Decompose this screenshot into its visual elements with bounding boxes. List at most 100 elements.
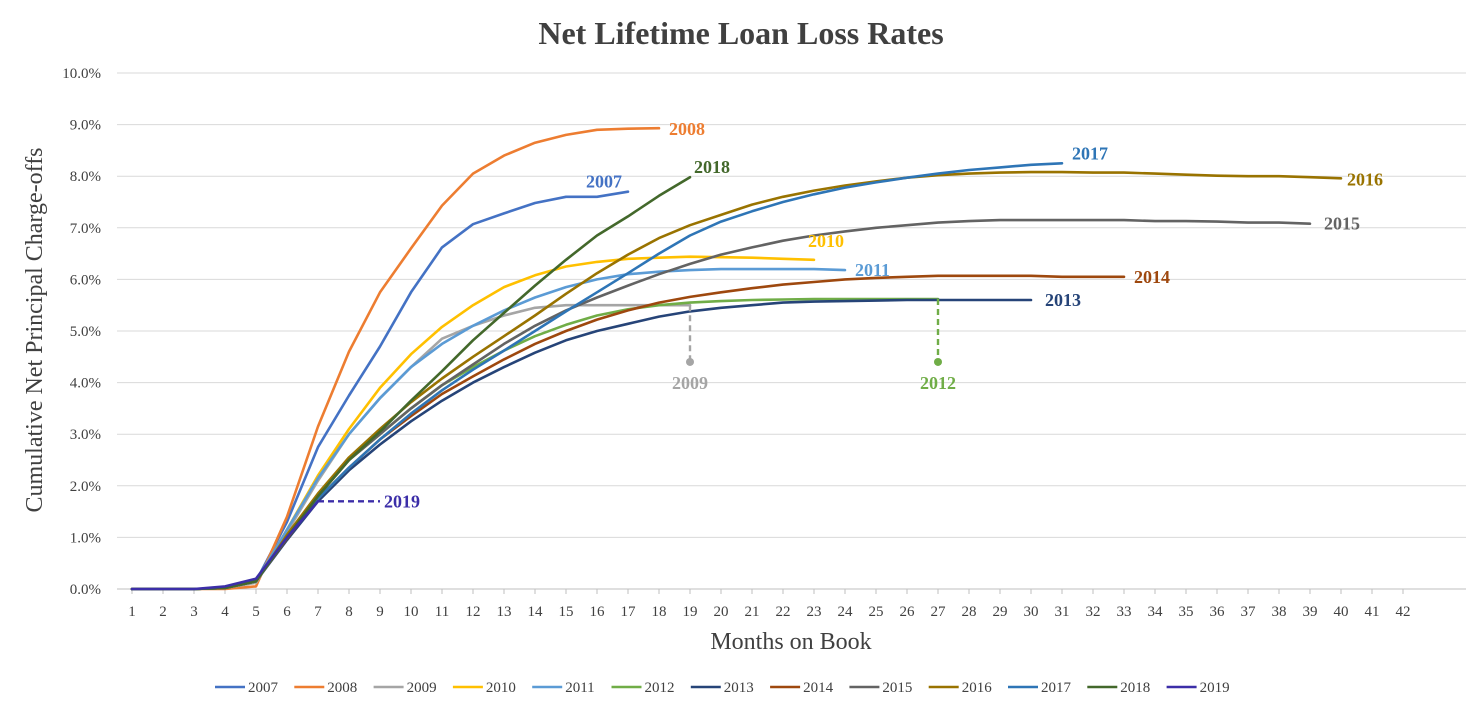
x-tick-label: 4 <box>221 604 229 620</box>
series-label-2017: 2017 <box>1072 143 1108 163</box>
series-label-2009: 2009 <box>672 373 708 393</box>
legend-label-2013: 2013 <box>724 680 754 696</box>
x-tick-label: 37 <box>1241 604 1257 620</box>
x-tick-label: 13 <box>497 604 512 620</box>
x-tick-label: 18 <box>652 604 667 620</box>
x-tick-label: 6 <box>283 604 291 620</box>
x-tick-label: 11 <box>435 604 449 620</box>
series-label-2007: 2007 <box>586 172 622 192</box>
legend-label-2007: 2007 <box>248 680 279 696</box>
series-label-2015: 2015 <box>1324 214 1360 234</box>
series-line-2009 <box>130 303 692 591</box>
x-tick-label: 1 <box>128 604 136 620</box>
series-label-2018: 2018 <box>694 157 730 177</box>
x-tick-label: 20 <box>714 604 729 620</box>
series-line-2018 <box>130 175 692 591</box>
y-tick-label: 1.0% <box>70 530 101 546</box>
x-axis-title: Months on Book <box>710 629 871 655</box>
legend-label-2010: 2010 <box>486 680 516 696</box>
x-tick-label: 40 <box>1334 604 1349 620</box>
x-tick-label: 21 <box>745 604 760 620</box>
x-tick-label: 9 <box>376 604 384 620</box>
gridlines <box>117 72 1466 590</box>
x-tick-label: 26 <box>900 604 916 620</box>
series-label-2008: 2008 <box>669 119 705 139</box>
x-tick-label: 31 <box>1055 604 1070 620</box>
chart-title: Net Lifetime Loan Loss Rates <box>538 15 943 51</box>
legend-label-2017: 2017 <box>1041 680 1072 696</box>
series-label-2010: 2010 <box>808 231 844 251</box>
x-tick-label: 30 <box>1024 604 1039 620</box>
x-tick-label: 36 <box>1210 604 1226 620</box>
x-tick-label: 22 <box>776 604 791 620</box>
x-tick-label: 32 <box>1086 604 1101 620</box>
series-label-2012: 2012 <box>920 373 956 393</box>
x-tick-label: 15 <box>559 604 574 620</box>
y-tick-label: 4.0% <box>70 376 101 392</box>
series-labels: 2007 2008 2009 2010 2011 2012 2013 2014 2015 2016… <box>318 119 1383 511</box>
x-tick-label: 24 <box>838 604 854 620</box>
series-lines <box>130 126 1343 591</box>
y-axis-ticks: 0.0% 1.0% 2.0% 3.0% 4.0% 5.0% 6.0% 7.0% 8.0% 9.0%… <box>62 66 101 598</box>
x-tick-label: 27 <box>931 604 947 620</box>
x-tick-label: 38 <box>1272 604 1287 620</box>
legend-label-2014: 2014 <box>803 680 834 696</box>
x-tick-label: 29 <box>993 604 1008 620</box>
legend-label-2009: 2009 <box>407 680 437 696</box>
legend-label-2008: 2008 <box>327 680 357 696</box>
series-label-2014: 2014 <box>1134 267 1170 287</box>
series-line-2007 <box>130 190 630 591</box>
series-line-2019 <box>130 499 320 591</box>
y-axis-title: Cumulative Net Principal Charge-offs <box>22 147 48 512</box>
x-tick-label: 23 <box>807 604 822 620</box>
series-line-2013 <box>130 298 1033 591</box>
legend-label-2012: 2012 <box>645 680 675 696</box>
x-tick-label: 34 <box>1148 604 1164 620</box>
x-tick-label: 39 <box>1303 604 1318 620</box>
legend-label-2019: 2019 <box>1200 680 1230 696</box>
y-tick-label: 3.0% <box>70 427 101 443</box>
x-tick-label: 14 <box>528 604 544 620</box>
x-tick-label: 41 <box>1365 604 1380 620</box>
x-tick-label: 25 <box>869 604 884 620</box>
y-tick-label: 8.0% <box>70 169 101 185</box>
legend-label-2015: 2015 <box>882 680 912 696</box>
legend-label-2011: 2011 <box>565 680 594 696</box>
x-tick-label: 35 <box>1179 604 1194 620</box>
x-tick-label: 8 <box>345 604 353 620</box>
y-tick-label: 10.0% <box>62 66 101 82</box>
x-tick-label: 19 <box>683 604 698 620</box>
series-label-2019: 2019 <box>384 491 420 511</box>
legend-label-2016: 2016 <box>962 680 993 696</box>
x-tick-label: 5 <box>252 604 260 620</box>
label-dot-2009 <box>686 357 694 366</box>
y-tick-label: 5.0% <box>70 324 101 340</box>
x-tick-label: 16 <box>590 604 606 620</box>
series-line-2010 <box>130 255 816 591</box>
y-tick-label: 0.0% <box>70 582 101 598</box>
series-label-2016: 2016 <box>1347 169 1383 189</box>
y-tick-label: 7.0% <box>70 221 101 237</box>
x-tick-label: 7 <box>314 604 322 620</box>
x-tick-label: 28 <box>962 604 977 620</box>
series-line-2016 <box>130 170 1343 591</box>
x-axis-ticks: 1 2 3 4 5 6 7 8 9 10 11 12 13 14 15 16 17 18 19 20 21 22 23 24 2… <box>128 589 1411 620</box>
legend: 2007 2008 2009 2010 2011 2012 2013 2014 2015 2016… <box>215 680 1230 696</box>
series-line-2011 <box>130 267 847 591</box>
x-tick-label: 17 <box>621 604 637 620</box>
x-tick-label: 12 <box>466 604 481 620</box>
x-tick-label: 2 <box>159 604 167 620</box>
x-tick-label: 3 <box>190 604 198 620</box>
y-tick-label: 2.0% <box>70 479 101 495</box>
x-tick-label: 33 <box>1117 604 1132 620</box>
y-tick-label: 9.0% <box>70 118 101 134</box>
series-label-2011: 2011 <box>855 260 890 280</box>
x-tick-label: 10 <box>404 604 419 620</box>
x-tick-label: 42 <box>1396 604 1411 620</box>
series-label-2013: 2013 <box>1045 290 1081 310</box>
legend-label-2018: 2018 <box>1120 680 1150 696</box>
label-dot-2012 <box>934 357 942 366</box>
y-tick-label: 6.0% <box>70 272 101 288</box>
